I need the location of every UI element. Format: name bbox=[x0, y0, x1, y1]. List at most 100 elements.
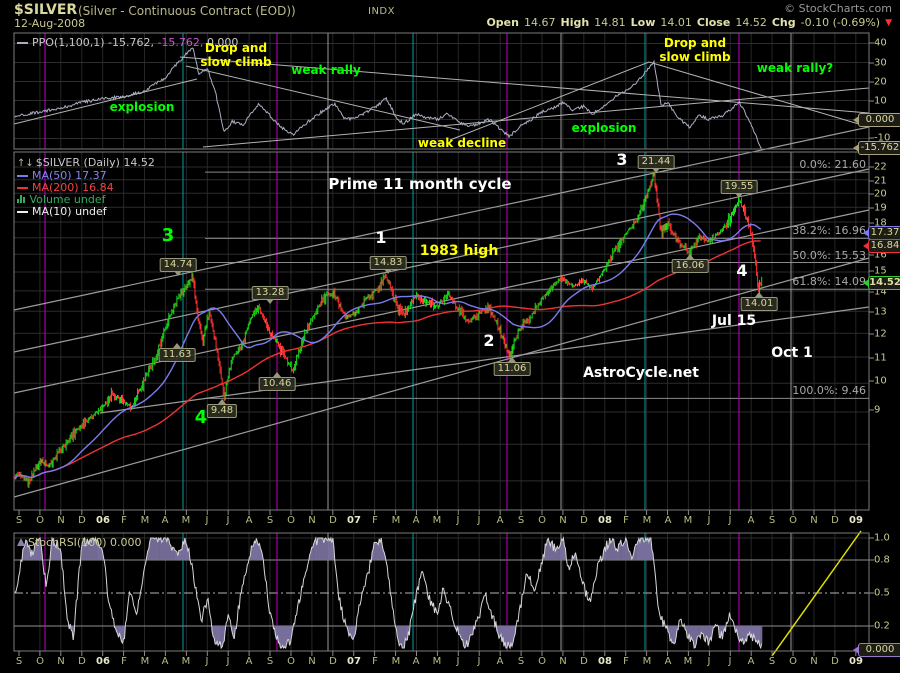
x-axis-label-month: A bbox=[161, 515, 169, 526]
fib-retracement-label: 100.0%: 9.46 bbox=[792, 384, 866, 397]
x-axis-label-month: F bbox=[623, 515, 629, 526]
ppo-axis-label: 20 bbox=[874, 76, 887, 88]
price-axis-label: 20 bbox=[874, 188, 887, 200]
price-axis-label: 11 bbox=[874, 352, 887, 364]
x-axis-label-year: 06 bbox=[96, 515, 110, 526]
ma200-legend: MA(200) 16.84 bbox=[17, 181, 114, 194]
price-callout-label: 10.46 bbox=[258, 377, 296, 391]
ppo-axis-label: 40 bbox=[874, 37, 887, 49]
x-axis-label-month: O bbox=[789, 515, 797, 526]
annotation-text: 2 bbox=[483, 331, 495, 350]
ppo-line-swatch-icon bbox=[17, 42, 28, 44]
price-callout-label: 9.48 bbox=[206, 404, 238, 418]
price-axis-label: 12 bbox=[874, 328, 887, 340]
price-callout-arrow-icon bbox=[218, 399, 226, 404]
x-axis-label-month: D bbox=[831, 656, 839, 667]
high-value: 14.81 bbox=[594, 16, 626, 29]
price-callout-label: 11.63 bbox=[158, 348, 196, 362]
price-callout-arrow-icon bbox=[174, 271, 182, 276]
annotation-text: weak rally? bbox=[756, 61, 834, 75]
x-axis-label-month: A bbox=[664, 656, 672, 667]
x-axis-label-year: 09 bbox=[849, 515, 863, 526]
price-legend-title: ↑↓ $SILVER (Daily) 14.52 bbox=[17, 156, 155, 169]
x-axis-label-month: J bbox=[205, 515, 209, 526]
ma50-legend: MA(50) 17.37 bbox=[17, 169, 107, 182]
x-axis-label-month: J bbox=[205, 656, 209, 667]
stochrsi-area-icon bbox=[17, 538, 25, 546]
change-down-triangle-icon: ▼ bbox=[885, 17, 892, 28]
x-axis-label-month: A bbox=[161, 656, 169, 667]
close-label: Close bbox=[696, 16, 731, 29]
annotation-text: Oct 1 bbox=[771, 345, 813, 361]
x-axis-label-month: D bbox=[580, 515, 588, 526]
x-axis-label-month: O bbox=[36, 656, 44, 667]
x-axis-label-month: M bbox=[432, 656, 442, 667]
annotation-text: 4 bbox=[736, 261, 748, 280]
x-axis-label-month: A bbox=[412, 656, 420, 667]
x-axis-label-month: N bbox=[308, 656, 316, 667]
price-axis-label: 10 bbox=[874, 375, 887, 387]
price-axis-label: 18 bbox=[874, 217, 887, 229]
x-axis-label-year: 07 bbox=[347, 515, 361, 526]
fib-retracement-label: 61.8%: 14.09 bbox=[792, 275, 866, 288]
stochrsi-value: 0.000 bbox=[110, 536, 142, 549]
x-axis-label-month: M bbox=[683, 515, 693, 526]
x-axis-label-month: N bbox=[57, 656, 65, 667]
stochrsi-axis-label: 0.2 bbox=[874, 620, 890, 632]
price-callout-label: 19.55 bbox=[720, 180, 758, 194]
x-axis-label-month: M bbox=[642, 656, 652, 667]
ma200-legend-text: MA(200) 16.84 bbox=[32, 181, 114, 194]
price-callout-label: 11.06 bbox=[493, 362, 531, 376]
annotation-text: Drop and slow climb bbox=[659, 36, 731, 64]
x-axis-label-month: M bbox=[391, 656, 401, 667]
price-callout-label: 13.28 bbox=[251, 286, 289, 300]
x-axis-label-month: N bbox=[559, 656, 567, 667]
ppo-zero-box: 0.000 bbox=[853, 113, 900, 127]
ppo-legend: PPO(1,100,1) -15.762, -15.762, 0.000 bbox=[17, 36, 238, 49]
ppo-axis-label: 30 bbox=[874, 57, 887, 69]
price-callout-arrow-icon bbox=[686, 254, 694, 259]
x-axis-label-month: N bbox=[57, 515, 65, 526]
x-axis-label-month: A bbox=[496, 656, 504, 667]
x-axis-label-year: 09 bbox=[849, 656, 863, 667]
x-axis-label-month: J bbox=[456, 515, 460, 526]
x-axis-label-month: A bbox=[245, 515, 253, 526]
x-axis-label-month: J bbox=[728, 656, 732, 667]
x-axis-label-month: A bbox=[245, 656, 253, 667]
close-value-box: 14.52 bbox=[863, 276, 900, 290]
x-axis-label-month: S bbox=[266, 656, 274, 667]
x-axis-label-month: N bbox=[559, 515, 567, 526]
price-callout-arrow-icon bbox=[735, 193, 743, 198]
ma50-swatch-icon bbox=[17, 175, 28, 177]
price-arrows-icon: ↑↓ bbox=[17, 158, 34, 169]
ticker-symbol: $SILVER bbox=[14, 2, 78, 18]
x-axis-label-month: F bbox=[121, 656, 127, 667]
chg-value: -0.10 (-0.69%) bbox=[800, 16, 881, 29]
annotation-text: Drop and slow climb bbox=[200, 41, 272, 69]
ppo-value-3: 0.000 bbox=[206, 36, 239, 49]
price-callout-arrow-icon bbox=[652, 168, 660, 173]
price-legend-title-text: $SILVER (Daily) 14.52 bbox=[35, 156, 155, 169]
x-axis-label-month: J bbox=[707, 515, 711, 526]
price-axis-label: 21 bbox=[874, 175, 887, 187]
stockcharts-copyright-link[interactable]: © StockCharts.com bbox=[784, 2, 892, 15]
x-axis-label-month: D bbox=[580, 656, 588, 667]
x-axis-label-month: J bbox=[226, 515, 230, 526]
x-axis-label-month: M bbox=[642, 515, 652, 526]
annotation-text: Prime 11 month cycle bbox=[328, 175, 512, 193]
annotation-text: weak decline bbox=[417, 136, 507, 150]
x-axis-label-month: O bbox=[538, 515, 546, 526]
fib-retracement-label: 38.2%: 16.96 bbox=[792, 224, 866, 237]
fib-retracement-label: 0.0%: 21.60 bbox=[799, 158, 866, 171]
x-axis-label-month: D bbox=[329, 656, 337, 667]
x-axis-label-month: M bbox=[181, 656, 191, 667]
close-value: 14.52 bbox=[735, 16, 767, 29]
annotation-text: 3 bbox=[161, 225, 175, 246]
ma50-value-box: 17.37 bbox=[863, 226, 900, 240]
exchange-label: INDX bbox=[368, 6, 395, 17]
annotation-text: explosion bbox=[571, 121, 637, 135]
price-callout-label: 14.74 bbox=[159, 258, 197, 272]
price-callout-arrow-icon bbox=[508, 357, 516, 362]
ma50-legend-text: MA(50) 17.37 bbox=[32, 169, 107, 182]
